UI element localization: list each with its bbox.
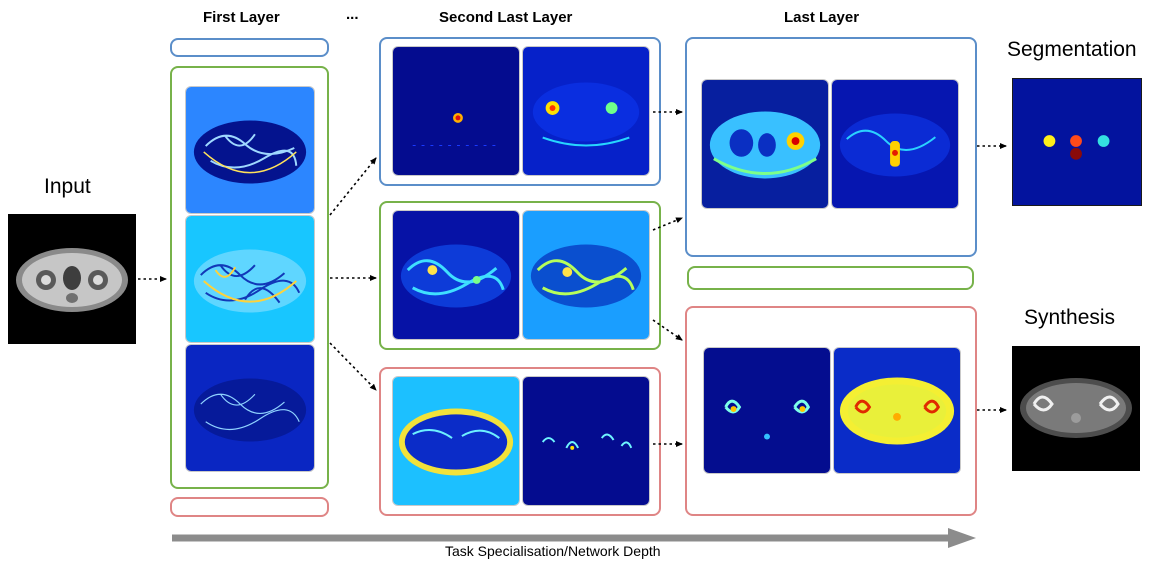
second-last-layer-label: Second Last Layer	[439, 9, 573, 26]
feature-map	[185, 86, 315, 214]
mri-input-image	[8, 214, 136, 344]
input-label: Input	[44, 175, 91, 198]
synthesis-branch-box-first	[170, 497, 329, 517]
first-to-syn-branch-arrow	[329, 342, 377, 391]
shared-branch-box-last	[687, 266, 974, 290]
feature-map	[831, 79, 959, 209]
synthesis-label: Synthesis	[1024, 306, 1116, 329]
feature-map	[392, 376, 520, 506]
feature-map	[703, 347, 831, 474]
ellipsis-label: ...	[346, 6, 359, 23]
last-layer-label: Last Layer	[784, 9, 860, 26]
ct-synthesis-output	[1012, 346, 1140, 471]
feature-map	[185, 344, 315, 472]
feature-map	[392, 46, 520, 176]
depth-axis-label: Task Specialisation/Network Depth	[445, 543, 661, 559]
first-layer-label: First Layer	[203, 9, 280, 26]
feature-map	[522, 46, 650, 176]
feature-map	[701, 79, 829, 209]
first-to-seg-branch-arrow	[329, 157, 377, 216]
feature-map	[833, 347, 961, 474]
feature-map	[185, 215, 315, 343]
segmentation-branch-box-first	[170, 38, 329, 57]
feature-map	[392, 210, 520, 340]
segmentation-label: Segmentation	[1007, 38, 1137, 61]
feature-map	[522, 210, 650, 340]
segmentation-output	[1012, 78, 1142, 206]
feature-map	[522, 376, 650, 506]
